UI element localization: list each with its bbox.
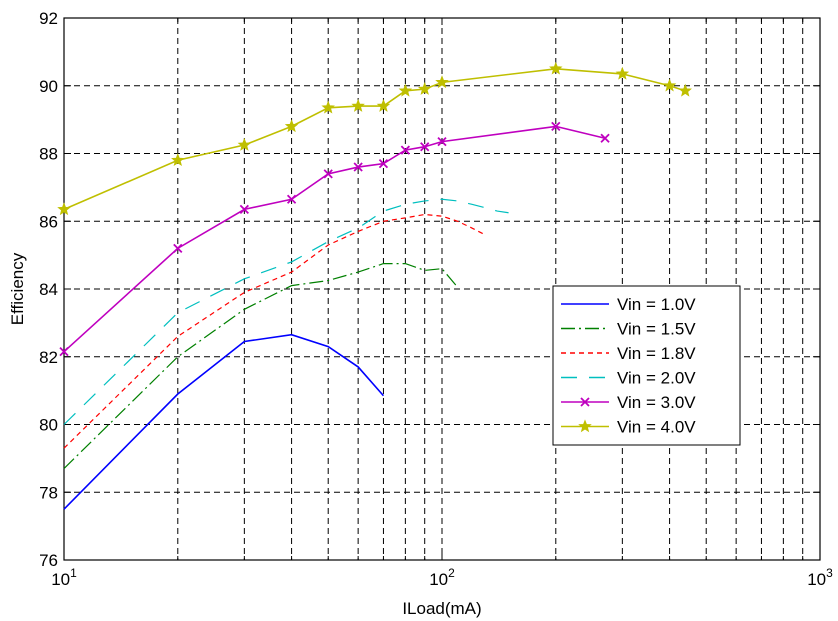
x-tick-label: 101 — [51, 566, 77, 589]
data-point-marker — [351, 98, 365, 112]
series-group — [63, 262, 459, 469]
data-point-marker — [549, 61, 563, 75]
series-group — [59, 121, 610, 357]
series-group — [63, 198, 509, 425]
legend: Vin = 1.0V Vin = 1.5V Vin = 1.8V Vin = 2.0V… — [552, 285, 741, 446]
data-point-marker — [417, 82, 432, 95]
legend-label: Vin = 4.0V — [617, 418, 696, 437]
data-point-marker — [437, 137, 447, 147]
data-point-marker — [398, 83, 413, 97]
y-tick-label: 84 — [39, 280, 58, 299]
y-tick-label: 76 — [39, 551, 58, 570]
data-point-marker — [420, 142, 430, 152]
data-point-marker — [435, 75, 449, 89]
data-point-marker — [353, 162, 363, 172]
legend-label: Vin = 1.8V — [617, 344, 696, 363]
series-group — [63, 213, 486, 449]
x-tick-label: 102 — [429, 566, 455, 589]
series-group — [57, 61, 692, 216]
y-tick-label: 82 — [39, 348, 58, 367]
series-line — [63, 262, 459, 469]
x-axis-label: ILoad(mA) — [402, 599, 481, 618]
legend-item: Vin = 3.0V — [561, 393, 696, 412]
y-tick-label: 80 — [39, 416, 58, 435]
data-point-marker — [551, 121, 561, 132]
legend-item: Vin = 1.0V — [561, 295, 696, 314]
legend-label: Vin = 2.0V — [617, 369, 696, 388]
data-point-marker — [678, 83, 692, 97]
data-point-marker — [600, 133, 610, 143]
data-point-marker — [59, 347, 69, 357]
series-line — [63, 68, 686, 211]
data-point-marker — [400, 145, 411, 155]
data-point-marker — [173, 243, 183, 253]
data-point-marker — [286, 194, 297, 204]
data-point-marker — [57, 202, 71, 216]
data-point-marker — [239, 204, 249, 215]
legend-label: Vin = 1.5V — [617, 320, 696, 339]
series-line — [63, 213, 486, 449]
legend-item: Vin = 1.5V — [561, 320, 696, 339]
series-line — [63, 333, 385, 510]
data-point-marker — [171, 153, 185, 167]
y-axis-label: Efficiency — [8, 252, 27, 325]
y-tick-label: 86 — [39, 212, 58, 231]
y-tick-label: 88 — [39, 145, 58, 164]
data-point-marker — [662, 78, 677, 92]
series-layer — [57, 61, 692, 510]
series-line — [63, 125, 606, 353]
legend-item: Vin = 1.8V — [561, 344, 696, 363]
x-tick-label: 103 — [807, 566, 833, 589]
series-line — [63, 198, 509, 425]
data-point-marker — [323, 169, 333, 179]
data-point-marker — [284, 119, 299, 133]
data-point-marker — [237, 137, 252, 151]
y-tick-label: 90 — [39, 77, 58, 96]
data-point-marker — [376, 98, 391, 112]
data-point-marker — [615, 66, 630, 80]
legend-label: Vin = 3.0V — [617, 393, 696, 412]
data-point-marker — [378, 159, 389, 169]
legend-box — [552, 285, 741, 446]
y-tick-label: 78 — [39, 483, 58, 502]
series-group — [63, 333, 385, 510]
data-point-marker — [578, 419, 592, 433]
data-point-marker — [580, 397, 590, 407]
y-tick-label: 92 — [39, 9, 58, 28]
legend-item: Vin = 2.0V — [561, 369, 696, 388]
axis-ticks: 101 102 103 76 78 80 82 84 86 88 90 92 — [39, 9, 833, 589]
legend-item: Vin = 4.0V — [561, 418, 696, 437]
data-point-marker — [321, 100, 335, 114]
legend-label: Vin = 1.0V — [617, 295, 696, 314]
